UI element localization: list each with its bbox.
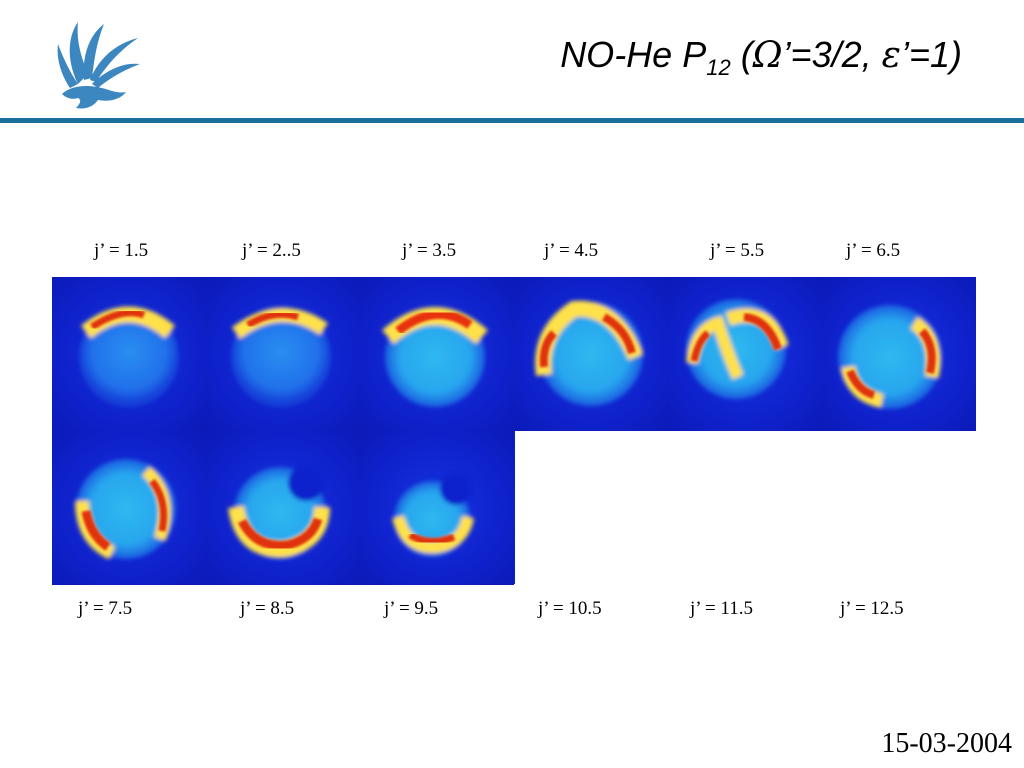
- image-j-1-5: [52, 277, 206, 431]
- title-subscript: 12: [706, 55, 731, 80]
- title-end: ’=1): [900, 34, 962, 75]
- label-bottom-6: j’ = 12.5: [840, 598, 904, 619]
- label-bottom-5: j’ = 11.5: [690, 598, 753, 619]
- label-top-4: j’ = 4.5: [544, 240, 599, 261]
- image-j-8-5: [206, 431, 360, 585]
- label-top-2: j’ = 2..5: [242, 240, 301, 261]
- image-j-5-5: [668, 277, 822, 431]
- slide-date: 15-03-2004: [881, 728, 1012, 759]
- image-j-9-5: [360, 431, 514, 585]
- image-j-3-5: [360, 277, 514, 431]
- title-epsilon: ε: [881, 35, 901, 76]
- label-bottom-4: j’ = 10.5: [538, 598, 602, 619]
- label-top-5: j’ = 5.5: [710, 240, 765, 261]
- university-logo: [48, 14, 144, 112]
- slide-title: NO-He P12 (Ω’=3/2, ε’=1): [560, 34, 962, 80]
- label-bottom-3: j’ = 9.5: [384, 598, 439, 619]
- label-top-3: j’ = 3.5: [402, 240, 457, 261]
- label-top-1: j’ = 1.5: [94, 240, 149, 261]
- title-omega: Ω: [752, 35, 783, 76]
- title-text: NO-He P: [560, 34, 707, 75]
- image-j-2-5: [206, 277, 360, 431]
- image-j-4-5: [514, 277, 668, 431]
- title-paren: (: [730, 34, 753, 75]
- header-divider: [0, 118, 1024, 123]
- image-j-6-5: [822, 277, 976, 431]
- image-j-7-5: [52, 431, 206, 585]
- label-top-6: j’ = 6.5: [846, 240, 901, 261]
- label-bottom-2: j’ = 8.5: [240, 598, 295, 619]
- label-bottom-1: j’ = 7.5: [78, 598, 133, 619]
- title-mid: ’=3/2,: [782, 34, 882, 75]
